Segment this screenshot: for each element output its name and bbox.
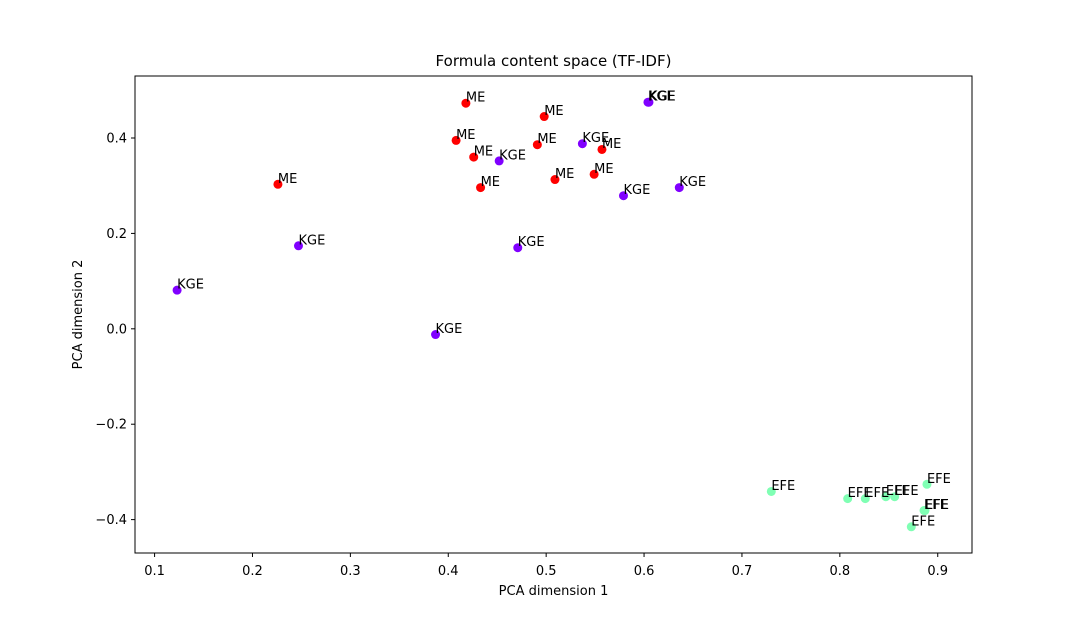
point-label-kge-8: KGE bbox=[648, 90, 675, 105]
point-label-kge-11: KGE bbox=[499, 148, 526, 163]
data-point-kge-16 bbox=[293, 241, 303, 251]
y-tick-label-0: −0.4 bbox=[95, 513, 127, 528]
y-axis-label: PCA dimension 2 bbox=[71, 260, 86, 370]
y-tick-label-1: −0.2 bbox=[95, 418, 127, 433]
x-tick-label-8: 0.9 bbox=[927, 564, 948, 579]
data-point-kge-17 bbox=[513, 243, 523, 253]
data-point-kge-15 bbox=[674, 183, 684, 193]
data-point-me-1 bbox=[539, 112, 549, 122]
point-label-me-7: ME bbox=[481, 175, 500, 190]
point-label-me-2: ME bbox=[456, 128, 475, 143]
point-label-kge-18: KGE bbox=[177, 278, 204, 293]
point-label-efe-24: EFE bbox=[886, 484, 910, 499]
point-label-efe-25: EFE bbox=[895, 484, 919, 499]
point-label-kge-10: KGE bbox=[582, 131, 609, 146]
data-point-me-7 bbox=[476, 183, 486, 193]
points-layer bbox=[172, 97, 932, 532]
data-point-kge-18 bbox=[172, 285, 182, 295]
x-tick-label-4: 0.5 bbox=[536, 564, 557, 579]
data-point-kge-19 bbox=[431, 330, 441, 340]
data-point-me-5 bbox=[469, 152, 479, 162]
point-label-kge-16: KGE bbox=[298, 233, 325, 248]
data-point-me-2 bbox=[451, 135, 461, 145]
point-label-efe-28: EFE bbox=[911, 514, 935, 529]
point-label-me-12: ME bbox=[555, 167, 574, 182]
data-point-me-6 bbox=[273, 179, 283, 189]
data-point-me-3 bbox=[532, 140, 542, 150]
y-tick-label-2: 0.0 bbox=[106, 322, 127, 337]
point-label-kge-14: KGE bbox=[623, 183, 650, 198]
point-label-kge-9: KGE bbox=[649, 90, 676, 105]
data-point-efe-24 bbox=[881, 492, 891, 502]
x-tick-label-2: 0.3 bbox=[340, 564, 361, 579]
x-axis: 0.1 0.2 0.3 0.4 0.5 0.6 0.7 0.8 0.9 bbox=[144, 553, 948, 579]
data-point-efe-27 bbox=[920, 506, 930, 516]
point-label-me-6: ME bbox=[278, 172, 297, 187]
data-point-efe-21 bbox=[922, 479, 932, 489]
x-tick-label-1: 0.2 bbox=[242, 564, 263, 579]
point-label-kge-19: KGE bbox=[436, 322, 463, 337]
y-tick-label-3: 0.2 bbox=[106, 227, 127, 242]
point-label-efe-21: EFE bbox=[927, 472, 951, 487]
point-label-me-3: ME bbox=[537, 132, 556, 147]
point-label-kge-17: KGE bbox=[518, 235, 545, 250]
point-label-efe-27: EFE bbox=[925, 498, 949, 513]
x-tick-label-6: 0.7 bbox=[732, 564, 753, 579]
x-axis-label: PCA dimension 1 bbox=[499, 584, 609, 599]
y-axis: −0.4 −0.2 0.0 0.2 0.4 bbox=[95, 132, 135, 528]
data-point-me-4 bbox=[597, 144, 607, 154]
data-point-kge-14 bbox=[618, 191, 628, 201]
x-tick-label-7: 0.8 bbox=[829, 564, 850, 579]
data-point-kge-10 bbox=[577, 139, 587, 149]
x-tick-label-3: 0.4 bbox=[438, 564, 459, 579]
point-label-kge-15: KGE bbox=[679, 175, 706, 190]
data-point-me-13 bbox=[589, 169, 599, 179]
data-point-efe-25 bbox=[890, 492, 900, 502]
data-point-kge-11 bbox=[494, 156, 504, 166]
data-point-kge-9 bbox=[644, 97, 654, 107]
data-point-efe-20 bbox=[766, 486, 776, 496]
point-label-me-1: ME bbox=[544, 104, 563, 119]
plot-area-frame bbox=[134, 75, 973, 554]
point-label-me-4: ME bbox=[602, 137, 621, 152]
data-point-efe-28 bbox=[906, 522, 916, 532]
x-tick-label-0: 0.1 bbox=[144, 564, 165, 579]
point-label-efe-20: EFE bbox=[771, 479, 795, 494]
chart-title: Formula content space (TF-IDF) bbox=[436, 52, 672, 70]
x-tick-label-5: 0.6 bbox=[634, 564, 655, 579]
data-point-me-0 bbox=[461, 98, 471, 108]
point-label-efe-26: EFE bbox=[924, 498, 948, 513]
y-tick-label-4: 0.4 bbox=[106, 132, 127, 147]
data-point-me-12 bbox=[550, 175, 560, 185]
point-label-me-0: ME bbox=[466, 91, 485, 106]
point-label-me-13: ME bbox=[594, 162, 613, 177]
point-label-me-5: ME bbox=[474, 145, 493, 160]
point-label-efe-23: EFE bbox=[865, 486, 889, 501]
data-point-efe-23 bbox=[860, 494, 870, 504]
data-point-efe-22 bbox=[843, 494, 853, 504]
point-label-efe-22: EFE bbox=[848, 486, 872, 501]
